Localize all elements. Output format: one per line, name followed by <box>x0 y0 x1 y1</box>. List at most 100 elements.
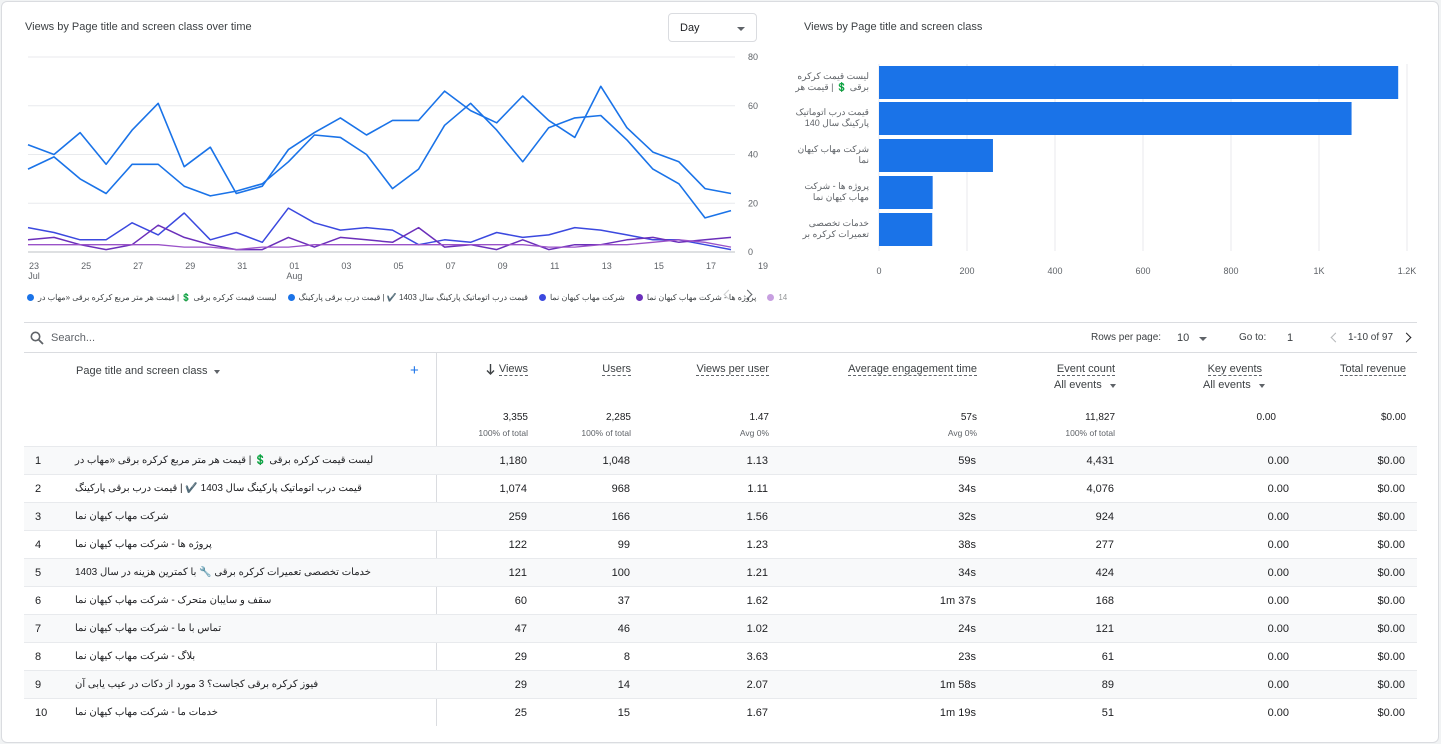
line-chart-legend: لیست قیمت کرکره برقی 💲 | قیمت هر متر مرب… <box>27 291 787 303</box>
cell-vpu: 1.11 <box>747 483 768 495</box>
cell-aet: 34s <box>958 567 976 579</box>
table-row[interactable]: 9 فیوز کرکره برقی کجاست؟ 3 مورد از دکات د… <box>24 670 1417 698</box>
table-row[interactable]: 8 بلاگ - شرکت مهاب کیهان نما 29 8 3.63 23s 61 0… <box>24 642 1417 670</box>
cell-vpu: 1.21 <box>746 567 768 579</box>
bar-category-label: پارکینگ سال 140 <box>805 117 870 129</box>
x-tick-label: 1K <box>1313 266 1324 276</box>
legend-item[interactable]: شرکت مهاب کیهان نما <box>538 291 625 303</box>
legend-item[interactable]: پروژه ها - شرکت مهاب کیهان نما <box>635 291 756 303</box>
table-row[interactable]: 10 خدمات ما - شرکت مهاب کیهان نما 25 15 1.67… <box>24 698 1417 726</box>
col-header-avg-engagement[interactable]: Average engagement time <box>848 363 977 376</box>
cell-users: 968 <box>611 483 630 495</box>
dimension-header[interactable]: Page title and screen class <box>76 365 208 377</box>
series-line[interactable] <box>28 239 732 251</box>
sort-down-icon[interactable] <box>486 364 495 378</box>
cell-key: 0.00 <box>1267 539 1289 551</box>
add-dimension-icon[interactable]: + <box>410 362 419 379</box>
x-tick-label: 1.2K <box>1398 266 1417 276</box>
legend-dot <box>538 293 546 301</box>
bar[interactable] <box>879 139 993 172</box>
table-row[interactable]: 3 شرکت مهاب کیهان نما 259 166 1.56 32s 924 0.00… <box>24 502 1417 530</box>
key-event-filter-select[interactable]: All events <box>1203 379 1251 391</box>
bar[interactable] <box>879 102 1352 135</box>
series-line[interactable] <box>27 207 732 251</box>
caret-down-icon[interactable] <box>1110 384 1116 388</box>
legend-dot <box>287 293 295 301</box>
cell-aet: 34s <box>958 483 976 495</box>
page-title-cell: قیمت درب اتوماتیک پارکینگ سال 1403 ✔️ | … <box>75 483 362 494</box>
caret-down-icon[interactable] <box>1259 384 1265 388</box>
series-line[interactable] <box>27 102 732 219</box>
cell-aet: 32s <box>958 511 976 523</box>
total-value: 11,827 <box>1085 412 1115 423</box>
granularity-dropdown[interactable]: Day <box>668 13 757 42</box>
cell-rev: $0.00 <box>1377 707 1405 719</box>
legend-item[interactable]: 14 <box>767 291 787 303</box>
col-header-users[interactable]: Users <box>602 363 631 376</box>
search-icon[interactable] <box>30 331 44 345</box>
caret-down-icon[interactable] <box>214 370 220 374</box>
y-tick-label: 60 <box>748 101 758 111</box>
table-top-border <box>24 352 1417 353</box>
x-tick-label: 25 <box>81 261 91 271</box>
caret-down-icon <box>737 27 745 31</box>
cell-key: 0.00 <box>1267 595 1289 607</box>
cell-events: 51 <box>1101 707 1114 719</box>
row-number: 8 <box>35 651 42 663</box>
total-sub: 100% of total <box>1065 428 1115 438</box>
row-number: 4 <box>35 539 42 551</box>
x-tick-label: 19 <box>758 261 768 271</box>
col-label: Views <box>498 363 528 376</box>
table-row[interactable]: 5 خدمات تخصصی تعمیرات کرکره برقی 🔧 با کمت… <box>24 558 1417 586</box>
cell-users: 14 <box>617 679 630 691</box>
cell-aet: 59s <box>958 455 976 467</box>
cell-users: 100 <box>611 567 630 579</box>
search-input[interactable]: Search... <box>51 332 96 344</box>
page-title-cell: خدمات ما - شرکت مهاب کیهان نما <box>75 707 218 718</box>
col-header-total-revenue[interactable]: Total revenue <box>1339 363 1406 376</box>
x-tick-label: 15 <box>654 261 664 271</box>
legend-item[interactable]: لیست قیمت کرکره برقی 💲 | قیمت هر متر مرب… <box>27 291 277 303</box>
cell-key: 0.00 <box>1267 651 1289 663</box>
page-title-cell: خدمات تخصصی تعمیرات کرکره برقی 🔧 با کمتر… <box>75 567 371 578</box>
legend-dot <box>635 293 643 301</box>
legend-label: 14 <box>778 292 788 302</box>
table-row[interactable]: 4 پروژه ها - شرکت مهاب کیهان نما 122 99 1.23… <box>24 530 1417 558</box>
cell-views: 1,074 <box>499 483 527 495</box>
rows-per-page-select[interactable]: 10 <box>1177 332 1190 344</box>
series-line[interactable] <box>27 85 732 195</box>
caret-down-icon[interactable] <box>1199 337 1207 341</box>
cell-rev: $0.00 <box>1377 595 1405 607</box>
col-header-key-events[interactable]: Key events <box>1207 363 1262 376</box>
total-value: 3,355 <box>502 412 528 423</box>
total-revenue: $0.00 <box>1381 412 1406 423</box>
col-header-views[interactable]: Views <box>498 363 528 376</box>
series-line[interactable] <box>27 224 732 251</box>
x-tick-label: 03 <box>341 261 351 271</box>
goto-input[interactable]: 1 <box>1287 332 1294 344</box>
x-tick-label: 400 <box>1047 266 1062 276</box>
table-row[interactable]: 7 تماس با ما - شرکت مهاب کیهان نما 47 46 1.0… <box>24 614 1417 642</box>
col-header-views-per-user[interactable]: Views per user <box>696 363 769 376</box>
col-header-event-count[interactable]: Event count <box>1056 363 1115 376</box>
cell-views: 60 <box>514 595 527 607</box>
table-row[interactable]: 2 قیمت درب اتوماتیک پارکینگ سال 1403 ✔️ |… <box>24 474 1417 502</box>
bar-category-label: نما <box>859 155 869 165</box>
bar[interactable] <box>879 176 933 209</box>
table-row[interactable]: 1 لیست قیمت کرکره برقی 💲 | قیمت هر متر مر… <box>24 446 1417 474</box>
table-row[interactable]: 6 سقف و سایبان متحرک - شرکت مهاب کیهان نم… <box>24 586 1417 614</box>
event-filter-select[interactable]: All events <box>1054 379 1102 391</box>
cell-key: 0.00 <box>1267 679 1289 691</box>
legend-item[interactable]: قیمت درب اتوماتیک پارکینگ سال 1403 ✔️ | … <box>287 291 528 303</box>
page-title-cell: لیست قیمت کرکره برقی 💲 | قیمت هر متر مرب… <box>75 455 374 466</box>
cell-vpu: 1.02 <box>746 623 768 635</box>
cell-views: 1,180 <box>499 455 527 467</box>
bar[interactable] <box>879 66 1399 99</box>
cell-aet: 1m 37s <box>939 595 976 607</box>
line-chart-title: Views by Page title and screen class ove… <box>25 21 252 33</box>
bar-category-label: خدمات تخصصی <box>809 218 869 228</box>
x-tick-label: 0 <box>876 266 881 276</box>
bar[interactable] <box>879 213 933 246</box>
x-tick-label: 200 <box>959 266 974 276</box>
row-number: 9 <box>35 679 42 691</box>
